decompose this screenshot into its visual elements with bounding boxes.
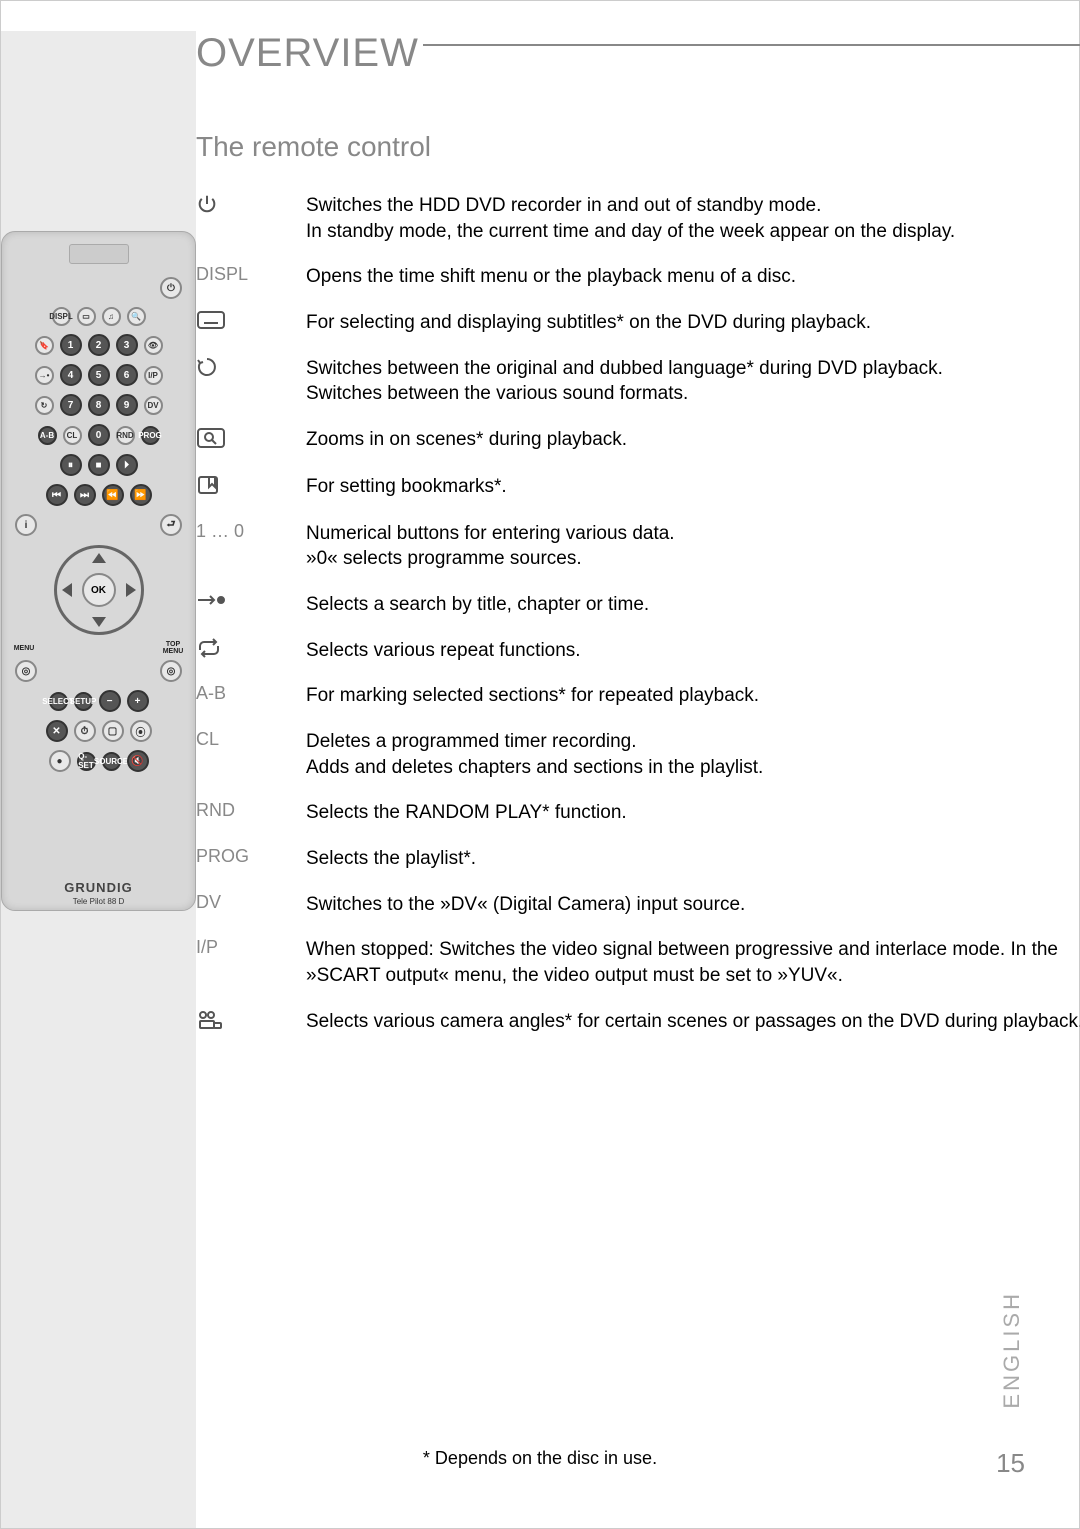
function-row: A-BFor marking selected sections* for re… — [196, 673, 1080, 719]
function-row: Selects various camera angles* for certa… — [196, 999, 1080, 1046]
section-subtitle: The remote control — [196, 131, 1080, 163]
remote-model: Tele Pilot 88 D — [2, 897, 195, 906]
function-description: Switches to the »DV« (Digital Camera) in… — [306, 882, 1080, 928]
function-label: RND — [196, 790, 306, 836]
function-description: For marking selected sections* for repea… — [306, 673, 1080, 719]
function-description: Selects various repeat functions. — [306, 628, 1080, 674]
function-table: Switches the HDD DVD recorder in and out… — [196, 183, 1080, 1046]
function-description: When stopped: Switches the video signal … — [306, 927, 1080, 998]
function-label: PROG — [196, 836, 306, 882]
function-label: A-B — [196, 673, 306, 719]
function-description: Switches between the original and dubbed… — [306, 346, 1080, 417]
function-description: Switches the HDD DVD recorder in and out… — [306, 183, 1080, 254]
function-row: Selects a search by title, chapter or ti… — [196, 582, 1080, 628]
function-description: Numerical buttons for entering various d… — [306, 511, 1080, 582]
remote-illustration: ⏻ DISPL▭♫🔍 🔖123👁 →•456I/P ↻789DV A-BCL0R… — [1, 231, 196, 911]
angle-icon — [196, 999, 306, 1046]
function-row: 1 … 0Numerical buttons for entering vari… — [196, 511, 1080, 582]
function-row: PROGSelects the playlist*. — [196, 836, 1080, 882]
function-description: Opens the time shift menu or the playbac… — [306, 254, 1080, 300]
function-label: I/P — [196, 927, 306, 998]
function-description: Deletes a programmed timer recording.Add… — [306, 719, 1080, 790]
function-row: For setting bookmarks*. — [196, 464, 1080, 511]
function-description: Selects the RANDOM PLAY* function. — [306, 790, 1080, 836]
function-row: DISPLOpens the time shift menu or the pl… — [196, 254, 1080, 300]
language-tag: ENGLISH — [999, 1291, 1025, 1409]
function-row: DVSwitches to the »DV« (Digital Camera) … — [196, 882, 1080, 928]
function-row: Zooms in on scenes* during playback. — [196, 417, 1080, 464]
repeat-icon — [196, 628, 306, 674]
goto-icon — [196, 582, 306, 628]
function-description: For setting bookmarks*. — [306, 464, 1080, 511]
zoom-icon — [196, 417, 306, 464]
function-description: Selects various camera angles* for certa… — [306, 999, 1080, 1046]
function-row: CLDeletes a programmed timer recording.A… — [196, 719, 1080, 790]
function-label: 1 … 0 — [196, 511, 306, 582]
function-description: For selecting and displaying subtitles* … — [306, 300, 1080, 346]
page-number: 15 — [996, 1448, 1025, 1479]
function-label: CL — [196, 719, 306, 790]
function-row: Switches between the original and dubbed… — [196, 346, 1080, 417]
power-icon — [196, 183, 306, 254]
function-row: I/PWhen stopped: Switches the video sign… — [196, 927, 1080, 998]
function-label: DISPL — [196, 254, 306, 300]
function-description: Selects the playlist*. — [306, 836, 1080, 882]
function-label: DV — [196, 882, 306, 928]
function-row: For selecting and displaying subtitles* … — [196, 300, 1080, 346]
function-row: Switches the HDD DVD recorder in and out… — [196, 183, 1080, 254]
function-description: Selects a search by title, chapter or ti… — [306, 582, 1080, 628]
function-row: RNDSelects the RANDOM PLAY* function. — [196, 790, 1080, 836]
bookmark-icon — [196, 464, 306, 511]
audio-icon — [196, 346, 306, 417]
function-row: Selects various repeat functions. — [196, 628, 1080, 674]
subtitle-icon — [196, 300, 306, 346]
function-description: Zooms in on scenes* during playback. — [306, 417, 1080, 464]
remote-brand: GRUNDIG — [2, 880, 195, 895]
footnote: * Depends on the disc in use. — [423, 1448, 657, 1469]
page-title: OVERVIEW — [196, 31, 1080, 76]
